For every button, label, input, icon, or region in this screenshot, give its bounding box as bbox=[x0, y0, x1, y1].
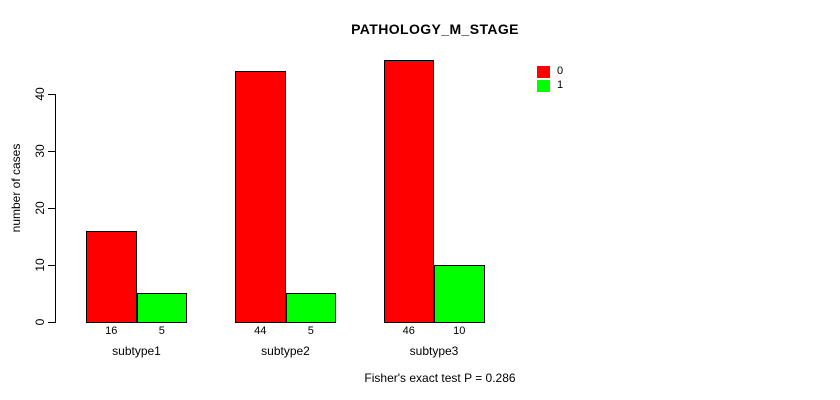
bar-value-label: 44 bbox=[254, 325, 267, 337]
bar-value-label: 10 bbox=[453, 325, 466, 337]
x-category-label-subtype2: subtype2 bbox=[261, 344, 310, 358]
legend-label: 0 bbox=[557, 65, 564, 77]
annotation-fisher-test: Fisher's exact test P = 0.286 bbox=[364, 371, 516, 385]
y-tick-label: 20 bbox=[33, 201, 47, 215]
bar-value-label: 5 bbox=[158, 325, 165, 337]
y-tick-label: 30 bbox=[33, 144, 47, 158]
x-category-label-subtype1: subtype1 bbox=[112, 344, 161, 358]
bar-subtype2-series-0 bbox=[235, 71, 286, 323]
bar-value-label: 46 bbox=[402, 325, 415, 337]
legend-swatch-icon bbox=[537, 79, 550, 92]
y-axis-label: number of cases bbox=[9, 143, 23, 233]
y-tick-mark bbox=[48, 151, 55, 152]
x-category-label-subtype3: subtype3 bbox=[409, 344, 459, 358]
bar-value-label: 5 bbox=[307, 325, 314, 337]
legend-item-1: 1 bbox=[537, 79, 563, 92]
bar-subtype3-series-0 bbox=[383, 60, 434, 323]
bar-value-label: 16 bbox=[105, 325, 118, 337]
y-tick-label: 10 bbox=[33, 258, 47, 272]
bar-subtype1-series-0 bbox=[86, 231, 137, 323]
legend-label: 1 bbox=[557, 79, 564, 91]
bar-subtype3-series-1 bbox=[434, 265, 485, 323]
y-tick-mark bbox=[48, 265, 55, 266]
y-axis-line bbox=[55, 94, 56, 323]
y-tick-mark bbox=[48, 208, 55, 209]
bar-subtype1-series-1 bbox=[136, 293, 187, 323]
legend-item-0: 0 bbox=[537, 65, 563, 78]
legend-swatch-icon bbox=[537, 65, 550, 78]
y-tick-label: 40 bbox=[33, 87, 47, 101]
chart-title: PATHOLOGY_M_STAGE bbox=[351, 21, 519, 37]
bar-subtype2-series-1 bbox=[285, 293, 336, 323]
y-tick-label: 0 bbox=[33, 318, 47, 326]
y-tick-mark bbox=[48, 94, 55, 95]
y-tick-mark bbox=[48, 322, 55, 323]
